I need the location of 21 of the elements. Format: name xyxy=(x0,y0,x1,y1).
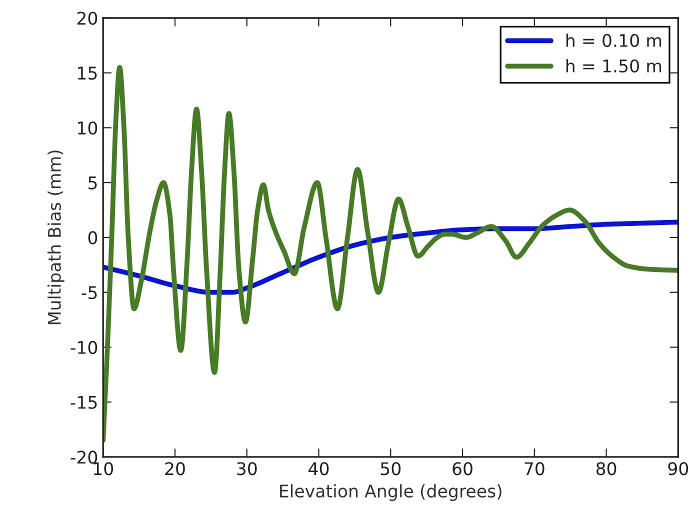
legend-label: h = 1.50 m xyxy=(566,59,662,73)
y-tick-label: 0 xyxy=(88,231,98,244)
y-axis-title: Multipath Bias (mm) xyxy=(48,150,64,324)
x-tick-label: 70 xyxy=(524,462,544,476)
y-tick-label: -10 xyxy=(70,340,98,354)
x-tick-label: 60 xyxy=(452,462,472,476)
x-tick-label: 80 xyxy=(596,462,616,476)
x-tick-label: 40 xyxy=(308,462,329,476)
y-tick-label: -5 xyxy=(82,286,97,300)
y-tick-label: -15 xyxy=(70,396,97,409)
x-axis-title: Elevation Angle (degrees) xyxy=(280,484,502,501)
x-tick-label: 30 xyxy=(237,462,257,476)
x-tick-label: 90 xyxy=(668,462,688,476)
y-tick-label: 5 xyxy=(88,176,97,190)
y-tick-label: 20 xyxy=(77,12,98,25)
x-tick-label: 50 xyxy=(380,462,401,476)
x-tick-label: 20 xyxy=(165,462,185,476)
y-tick-label: 10 xyxy=(78,121,98,135)
legend-label: h = 0.10 m xyxy=(566,34,662,48)
y-tick-label: 15 xyxy=(78,66,97,80)
y-tick-label: -20 xyxy=(70,450,98,464)
